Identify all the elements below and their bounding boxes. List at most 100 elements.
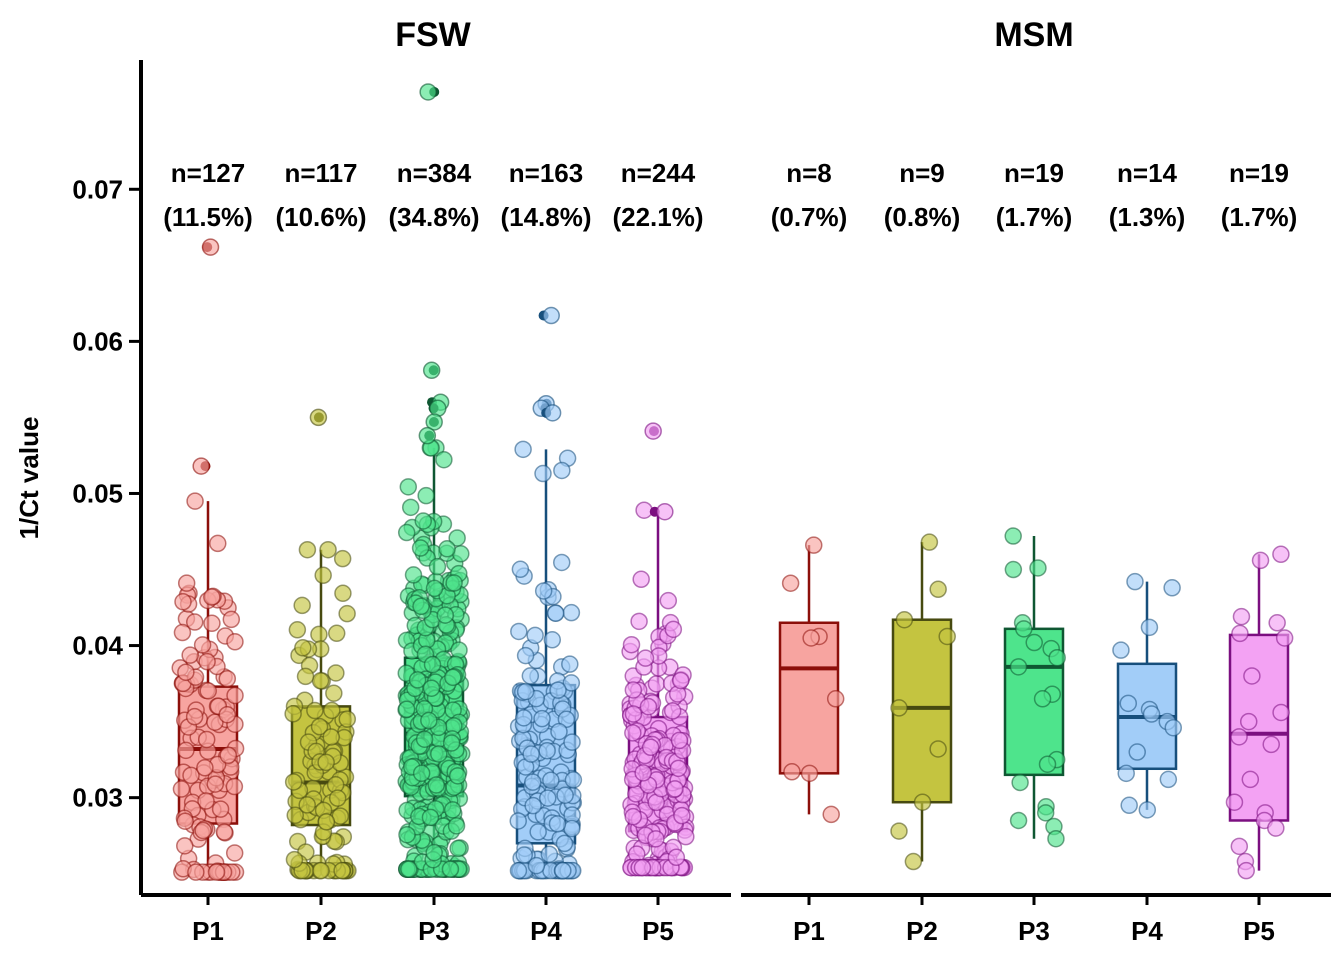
data-point bbox=[219, 746, 237, 765]
data-point bbox=[397, 700, 416, 719]
data-point bbox=[826, 690, 845, 708]
x-tick-label: P5 bbox=[642, 916, 674, 946]
data-point bbox=[294, 639, 312, 657]
data-point bbox=[1047, 829, 1065, 848]
x-tick-label: P2 bbox=[305, 916, 337, 946]
data-point bbox=[549, 681, 567, 699]
data-point bbox=[1117, 764, 1135, 783]
data-point bbox=[311, 672, 330, 690]
data-point bbox=[1036, 804, 1055, 822]
data-point bbox=[553, 461, 571, 480]
data-point bbox=[509, 812, 527, 830]
data-point bbox=[1128, 743, 1146, 761]
pct-label: (0.8%) bbox=[884, 202, 961, 232]
data-point bbox=[399, 478, 418, 496]
data-point bbox=[309, 408, 328, 427]
data-point bbox=[1138, 801, 1157, 819]
data-point bbox=[624, 705, 643, 723]
data-point bbox=[436, 606, 455, 624]
data-point bbox=[174, 593, 192, 611]
data-point bbox=[929, 740, 947, 758]
data-point bbox=[225, 777, 244, 796]
data-point bbox=[904, 852, 923, 871]
data-point bbox=[418, 426, 437, 445]
data-point bbox=[400, 860, 418, 878]
y-axis-label: 1/Ct value bbox=[14, 417, 44, 540]
n-label: n=8 bbox=[786, 158, 832, 188]
data-point bbox=[666, 780, 684, 798]
data-point bbox=[181, 646, 199, 664]
data-point bbox=[448, 767, 467, 785]
data-point bbox=[185, 613, 204, 631]
data-point bbox=[633, 858, 652, 877]
data-point bbox=[1230, 837, 1249, 856]
data-point bbox=[895, 610, 914, 629]
data-point bbox=[1241, 770, 1260, 789]
data-point bbox=[1009, 658, 1028, 676]
data-point bbox=[218, 669, 237, 688]
data-point bbox=[1272, 545, 1290, 564]
x-tick-label: P4 bbox=[1131, 916, 1163, 946]
data-point bbox=[920, 533, 939, 551]
box-group-msm-p5 bbox=[1225, 545, 1294, 880]
data-point bbox=[193, 636, 212, 654]
data-point bbox=[215, 823, 234, 841]
data-point bbox=[524, 773, 542, 791]
data-point bbox=[444, 668, 462, 687]
data-point bbox=[420, 711, 438, 730]
data-point bbox=[435, 450, 453, 469]
data-point bbox=[1225, 793, 1244, 811]
data-point bbox=[317, 753, 335, 772]
data-point bbox=[412, 764, 431, 783]
data-point bbox=[562, 674, 581, 692]
data-point bbox=[514, 440, 532, 459]
x-tick-label: P5 bbox=[1243, 916, 1275, 946]
data-point bbox=[526, 626, 544, 645]
data-point bbox=[298, 540, 317, 559]
data-point bbox=[322, 728, 340, 746]
data-point bbox=[800, 764, 819, 783]
data-point bbox=[425, 579, 444, 598]
data-point bbox=[333, 861, 351, 880]
panel-title-fsw: FSW bbox=[395, 16, 471, 54]
data-point bbox=[419, 83, 437, 101]
data-point bbox=[1015, 620, 1033, 638]
data-point bbox=[430, 745, 448, 763]
data-point bbox=[298, 796, 316, 814]
data-point bbox=[197, 730, 216, 749]
data-point bbox=[635, 501, 653, 519]
data-point bbox=[546, 604, 565, 623]
data-point bbox=[192, 457, 210, 475]
pct-label: (11.5%) bbox=[163, 202, 253, 232]
data-point bbox=[226, 686, 244, 705]
data-point bbox=[533, 709, 551, 728]
data-point bbox=[323, 701, 341, 720]
data-point bbox=[177, 574, 196, 592]
data-point bbox=[538, 741, 556, 760]
data-point bbox=[397, 523, 416, 542]
data-point bbox=[543, 404, 562, 422]
data-point bbox=[534, 582, 553, 600]
data-point bbox=[554, 861, 572, 880]
data-point bbox=[398, 825, 416, 844]
data-point bbox=[673, 806, 691, 825]
x-tick-label: P3 bbox=[418, 916, 450, 946]
data-point bbox=[449, 839, 467, 858]
data-point bbox=[196, 759, 214, 777]
x-tick-label: P1 bbox=[793, 916, 825, 946]
n-label: n=19 bbox=[1229, 158, 1289, 188]
data-point bbox=[401, 498, 420, 517]
data-point bbox=[562, 603, 581, 622]
data-point bbox=[404, 566, 423, 584]
data-point bbox=[333, 549, 352, 568]
data-point bbox=[634, 764, 652, 782]
data-point bbox=[524, 796, 542, 815]
data-point bbox=[515, 846, 533, 864]
data-point bbox=[443, 801, 462, 819]
data-point bbox=[425, 413, 443, 431]
data-point bbox=[624, 807, 642, 826]
data-point bbox=[781, 574, 800, 592]
data-point bbox=[527, 856, 546, 875]
data-point bbox=[1009, 811, 1028, 830]
data-point bbox=[510, 622, 528, 641]
